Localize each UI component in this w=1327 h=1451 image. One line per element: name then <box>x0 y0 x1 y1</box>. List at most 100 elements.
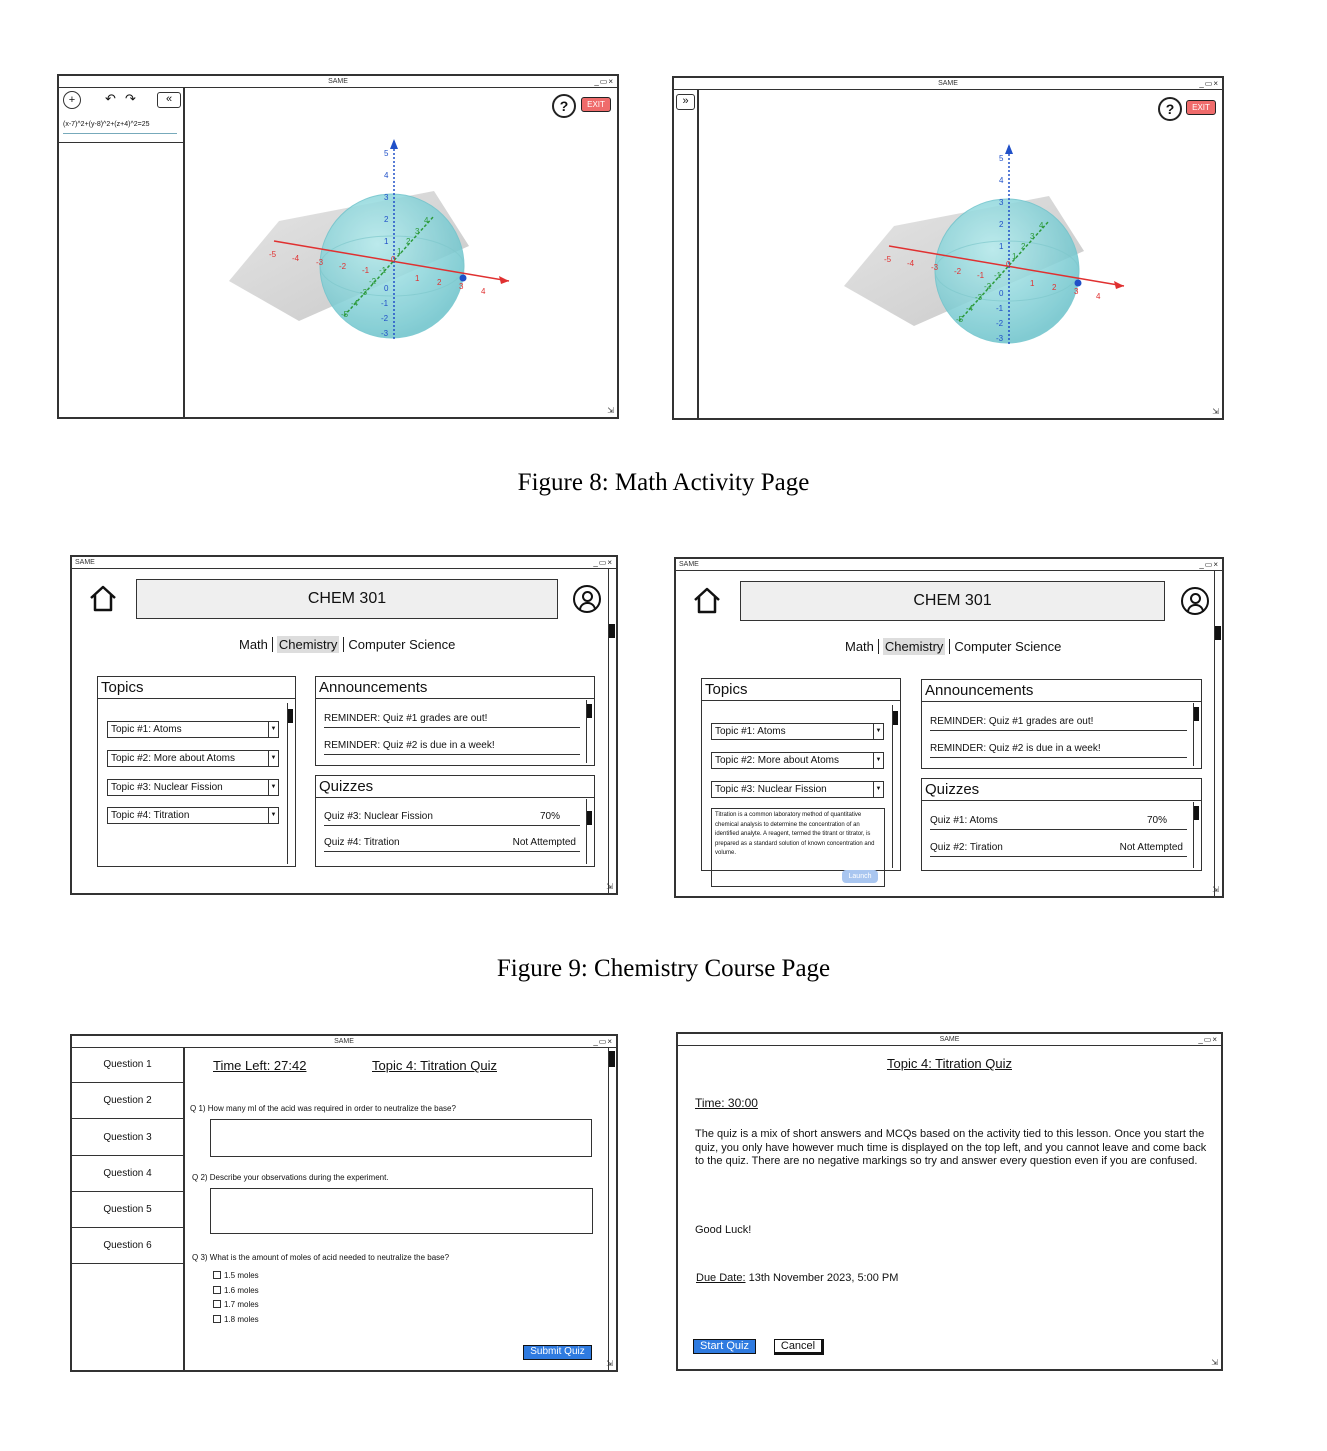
chevron-down-icon[interactable]: ▼ <box>873 724 883 739</box>
submit-quiz-button[interactable]: Submit Quiz <box>523 1345 592 1360</box>
checkbox[interactable] <box>213 1286 221 1294</box>
announcement-item[interactable]: REMINDER: Quiz #1 grades are out! <box>930 716 1187 731</box>
start-quiz-button[interactable]: Start Quiz <box>693 1339 756 1354</box>
help-icon[interactable]: ? <box>1158 97 1182 121</box>
resize-handle-icon[interactable]: ⇲ <box>606 1359 613 1368</box>
help-icon[interactable]: ? <box>552 94 576 118</box>
window-title: SAME <box>938 80 958 87</box>
window-controls[interactable]: _▭× <box>1199 560 1219 569</box>
sphere-plot-3d[interactable]: -5 -4 -3 -2 -1 0 1 2 3 4 5 4 3 2 1 0 -1 … <box>834 136 1134 351</box>
tab-math[interactable]: Math <box>845 639 874 654</box>
answer-option[interactable]: 1.8 moles <box>213 1315 259 1324</box>
add-icon[interactable]: + <box>63 91 81 109</box>
window-controls[interactable]: _▭× <box>593 1037 613 1046</box>
scroll-thumb[interactable] <box>587 811 592 825</box>
question-nav-item[interactable]: Question 2 <box>72 1083 183 1119</box>
user-profile-icon[interactable] <box>573 585 601 613</box>
quiz-item[interactable]: Quiz #3: Nuclear Fission 70% <box>324 811 580 826</box>
tab-computer-science[interactable]: Computer Science <box>954 639 1062 654</box>
scroll-thumb[interactable] <box>1215 626 1221 640</box>
topic-dropdown[interactable]: Topic #3: Nuclear Fission ▼ <box>711 781 884 798</box>
announcement-item[interactable]: REMINDER: Quiz #1 grades are out! <box>324 713 580 728</box>
answer-option[interactable]: 1.6 moles <box>213 1286 259 1295</box>
exit-button[interactable]: EXIT <box>1186 100 1216 115</box>
topic-dropdown[interactable]: Topic #4: Titration ▼ <box>107 807 279 824</box>
chevron-down-icon[interactable]: ▼ <box>873 753 883 768</box>
chevron-down-icon[interactable]: ▼ <box>268 751 278 766</box>
exit-button[interactable]: EXIT <box>581 97 611 112</box>
scroll-thumb[interactable] <box>587 704 592 718</box>
scroll-thumb[interactable] <box>609 624 615 638</box>
answer-option[interactable]: 1.5 moles <box>213 1271 259 1280</box>
x-tick: -2 <box>339 262 347 271</box>
algebra-sidebar: + ↶ ↷ « (x-7)^2+(y-8)^2+(z+4)^2=25 <box>59 87 185 417</box>
home-icon[interactable] <box>88 584 118 612</box>
quiz-name: Quiz #4: Titration <box>324 837 400 848</box>
tab-computer-science[interactable]: Computer Science <box>348 637 456 652</box>
x-tick: -1 <box>977 271 985 280</box>
collapse-sidebar-button[interactable]: « <box>157 92 181 108</box>
expand-sidebar-button[interactable]: » <box>676 94 695 110</box>
checkbox[interactable] <box>213 1315 221 1323</box>
sphere-plot-3d[interactable]: -5 -4 -3 -2 -1 0 1 2 3 4 5 4 3 2 1 0 -1 … <box>219 131 519 346</box>
window-controls[interactable]: _▭× <box>1199 79 1219 88</box>
question-nav-item[interactable]: Question 3 <box>72 1120 183 1156</box>
chevron-down-icon[interactable]: ▼ <box>268 780 278 795</box>
answer-2-textarea[interactable] <box>210 1188 593 1234</box>
y-tick: -5 <box>956 315 964 324</box>
resize-handle-icon[interactable]: ⇲ <box>606 882 613 891</box>
tab-math[interactable]: Math <box>239 637 268 652</box>
checkbox[interactable] <box>213 1300 221 1308</box>
scroll-thumb[interactable] <box>609 1051 615 1067</box>
question-nav-item[interactable]: Question 4 <box>72 1156 183 1192</box>
resize-handle-icon[interactable]: ⇲ <box>607 406 614 415</box>
answer-option[interactable]: 1.7 moles <box>213 1300 259 1309</box>
chevron-down-icon[interactable]: ▼ <box>873 782 883 797</box>
announcements-scrollbar[interactable] <box>1193 703 1200 766</box>
launch-button[interactable]: Launch <box>842 870 878 883</box>
redo-icon[interactable]: ↷ <box>125 91 136 106</box>
question-nav-item[interactable]: Question 6 <box>72 1228 183 1264</box>
equation-input[interactable]: (x-7)^2+(y-8)^2+(z+4)^2=25 <box>59 115 183 143</box>
checkbox[interactable] <box>213 1271 221 1279</box>
user-profile-icon[interactable] <box>1181 587 1209 615</box>
question-nav-item[interactable]: Question 1 <box>72 1047 183 1083</box>
scroll-thumb[interactable] <box>288 709 293 723</box>
resize-handle-icon[interactable]: ⇲ <box>1212 885 1219 894</box>
home-icon[interactable] <box>692 586 722 614</box>
cancel-button[interactable]: Cancel <box>774 1339 824 1355</box>
chevron-down-icon[interactable]: ▼ <box>268 808 278 823</box>
window-controls[interactable]: _▭× <box>1198 1035 1218 1044</box>
window-controls[interactable]: _▭× <box>594 77 614 86</box>
quiz-item[interactable]: Quiz #2: Tiration Not Attempted <box>930 842 1187 857</box>
resize-handle-icon[interactable]: ⇲ <box>1211 1358 1218 1367</box>
announcement-item[interactable]: REMINDER: Quiz #2 is due in a week! <box>324 740 580 755</box>
topic-dropdown[interactable]: Topic #2: More about Atoms ▼ <box>711 752 884 769</box>
page-scrollbar[interactable] <box>608 568 616 893</box>
scroll-thumb[interactable] <box>1194 806 1199 820</box>
quiz-item[interactable]: Quiz #1: Atoms 70% <box>930 815 1187 830</box>
topics-scrollbar[interactable] <box>287 703 294 864</box>
chevron-down-icon[interactable]: ▼ <box>268 722 278 737</box>
window-controls[interactable]: _▭× <box>593 558 613 567</box>
tab-chemistry[interactable]: Chemistry <box>276 636 340 653</box>
page-scrollbar[interactable] <box>608 1047 616 1370</box>
announcements-scrollbar[interactable] <box>586 700 593 763</box>
topic-dropdown[interactable]: Topic #1: Atoms ▼ <box>107 721 279 738</box>
page-scrollbar[interactable] <box>1214 570 1222 896</box>
resize-handle-icon[interactable]: ⇲ <box>1212 407 1219 416</box>
quiz-item[interactable]: Quiz #4: Titration Not Attempted <box>324 837 580 852</box>
topic-dropdown[interactable]: Topic #3: Nuclear Fission ▼ <box>107 779 279 796</box>
undo-icon[interactable]: ↶ <box>105 91 116 106</box>
quizzes-scrollbar[interactable] <box>1193 802 1200 868</box>
topic-dropdown[interactable]: Topic #1: Atoms ▼ <box>711 723 884 740</box>
scroll-thumb[interactable] <box>893 711 898 725</box>
scroll-thumb[interactable] <box>1194 707 1199 721</box>
question-nav-item[interactable]: Question 5 <box>72 1192 183 1228</box>
tab-chemistry[interactable]: Chemistry <box>882 638 946 655</box>
topic-dropdown[interactable]: Topic #2: More about Atoms ▼ <box>107 750 279 767</box>
topics-scrollbar[interactable] <box>892 705 899 868</box>
quizzes-scrollbar[interactable] <box>586 799 593 864</box>
answer-1-textarea[interactable] <box>210 1119 592 1157</box>
announcement-item[interactable]: REMINDER: Quiz #2 is due in a week! <box>930 743 1187 758</box>
